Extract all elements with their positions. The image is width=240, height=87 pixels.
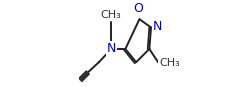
Text: O: O — [134, 2, 144, 15]
Text: CH₃: CH₃ — [101, 10, 121, 20]
Text: CH₃: CH₃ — [159, 58, 180, 68]
Text: N: N — [107, 42, 116, 55]
Text: N: N — [153, 20, 162, 33]
